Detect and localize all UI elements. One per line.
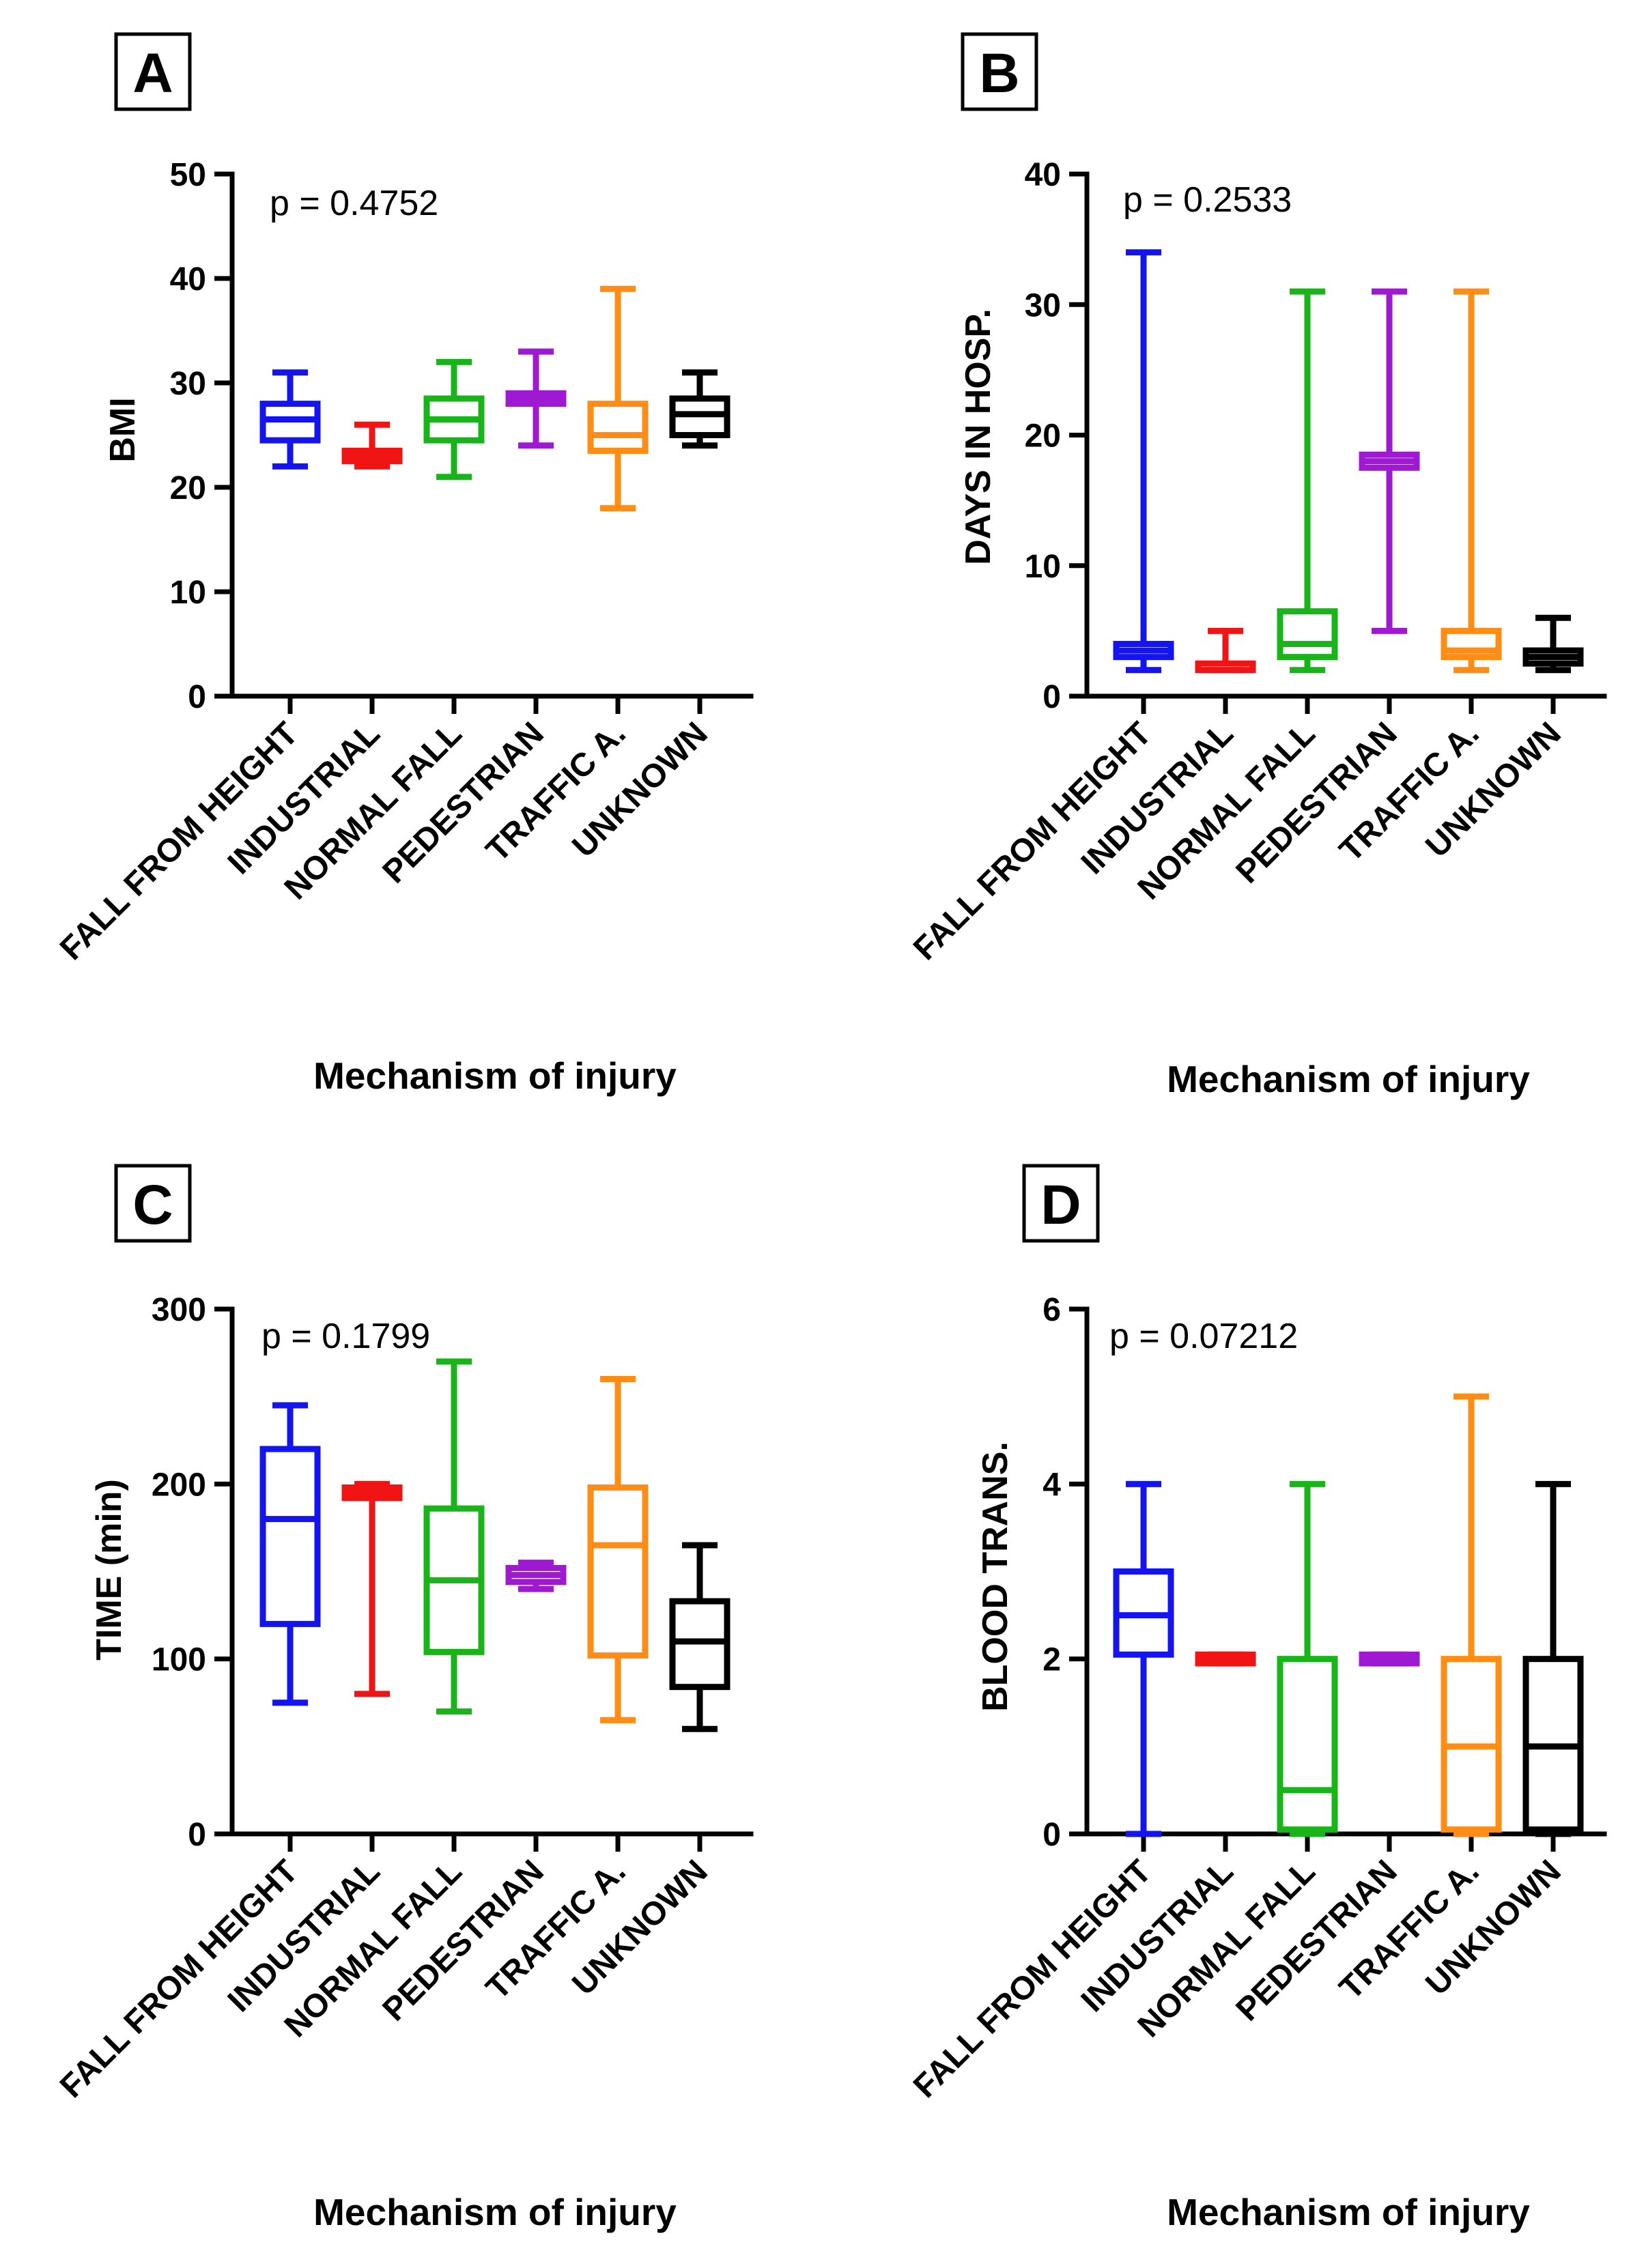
y-tick-label: 4 <box>1043 1467 1061 1503</box>
box-pedestrian <box>1359 288 1420 634</box>
box-normal-fall <box>1277 1480 1338 1837</box>
x-axis-label: Mechanism of injury <box>1167 1058 1530 1100</box>
box-fall-from-height <box>1113 249 1174 674</box>
panel-letter-box <box>114 32 192 111</box>
y-tick-label: 6 <box>1043 1292 1061 1328</box>
panel-letter-box <box>1022 1164 1100 1243</box>
box-industrial <box>1195 1651 1256 1667</box>
panel-letter: C <box>132 1174 173 1236</box>
box-normal-fall <box>423 1358 485 1715</box>
box-iqr <box>259 1446 321 1627</box>
box-unknown <box>669 1542 731 1732</box>
y-tick-label: 10 <box>170 575 206 611</box>
p-value: p = 0.1799 <box>261 1317 430 1356</box>
panel-c: C p = 0.1799 TIME (min) Mechanism of inj… <box>53 1164 754 2233</box>
y-tick-label: 2 <box>1043 1642 1061 1678</box>
y-tick-label: 40 <box>170 261 206 298</box>
y-tick-label: 300 <box>152 1292 206 1328</box>
box-traffic-a <box>587 285 649 512</box>
y-tick-label: 30 <box>1025 287 1061 324</box>
y-axis-label: DAYS IN HOSP. <box>959 308 998 565</box>
box-pedestrian <box>505 348 567 449</box>
y-axis-label: TIME (min) <box>89 1479 129 1661</box>
x-axis-label: Mechanism of injury <box>313 1054 677 1097</box>
box-traffic-a <box>1441 1393 1502 1837</box>
y-axis-label: BLOOD TRANS. <box>976 1441 1015 1712</box>
y-tick-label: 0 <box>188 679 206 715</box>
box-unknown <box>669 369 731 449</box>
box-traffic-a <box>1441 288 1502 674</box>
box-pedestrian <box>505 1560 567 1592</box>
box-iqr <box>587 401 649 454</box>
y-tick-label: 0 <box>188 1817 206 1853</box>
box-unknown <box>1522 1480 1584 1837</box>
p-value: p = 0.2533 <box>1123 180 1292 220</box>
panel-b: B p = 0.2533 DAYS IN HOSP. Mechanism of … <box>907 32 1607 1100</box>
panel-d: D p = 0.07212 BLOOD TRANS. Mechanism of … <box>907 1164 1607 2233</box>
p-value: p = 0.07212 <box>1109 1317 1298 1356</box>
box-traffic-a <box>587 1376 649 1723</box>
box-normal-fall <box>1277 288 1338 674</box>
y-tick-label: 40 <box>1025 157 1061 193</box>
box-fall-from-height <box>259 1402 321 1706</box>
y-tick-label: 0 <box>1043 1817 1061 1853</box>
box-fall-from-height <box>259 369 321 470</box>
box-iqr <box>1277 1656 1338 1833</box>
y-tick-label: 200 <box>152 1467 206 1503</box>
panel-letter: A <box>132 42 173 104</box>
x-axis-label: Mechanism of injury <box>1167 2191 1530 2233</box>
box-iqr <box>1441 627 1502 661</box>
y-tick-label: 50 <box>170 157 206 193</box>
box-iqr <box>1277 608 1338 661</box>
box-industrial <box>341 1480 403 1697</box>
panel-letter-box <box>114 1164 192 1243</box>
y-axis-label: BMI <box>103 397 143 462</box>
p-value: p = 0.4752 <box>270 184 438 223</box>
y-tick-label: 30 <box>170 366 206 402</box>
box-fall-from-height <box>1113 1480 1174 1837</box>
box-pedestrian <box>1359 1651 1420 1667</box>
box-industrial <box>341 421 403 470</box>
box-unknown <box>1522 614 1584 674</box>
panel-letter: B <box>979 42 1019 104</box>
y-tick-label: 20 <box>1025 418 1061 455</box>
panel-a: A p = 0.4752 BMI Mechanism of injury 0 10… <box>53 32 754 1097</box>
box-normal-fall <box>423 358 485 480</box>
panel-letter: D <box>1040 1174 1081 1236</box>
y-tick-label: 20 <box>170 470 206 506</box>
y-tick-label: 0 <box>1043 679 1061 715</box>
panel-letter-box <box>961 32 1038 111</box>
y-tick-label: 100 <box>152 1642 206 1678</box>
box-iqr <box>587 1484 649 1659</box>
box-industrial <box>1195 627 1256 674</box>
x-axis-label: Mechanism of injury <box>313 2191 677 2233</box>
y-tick-label: 10 <box>1025 549 1061 585</box>
